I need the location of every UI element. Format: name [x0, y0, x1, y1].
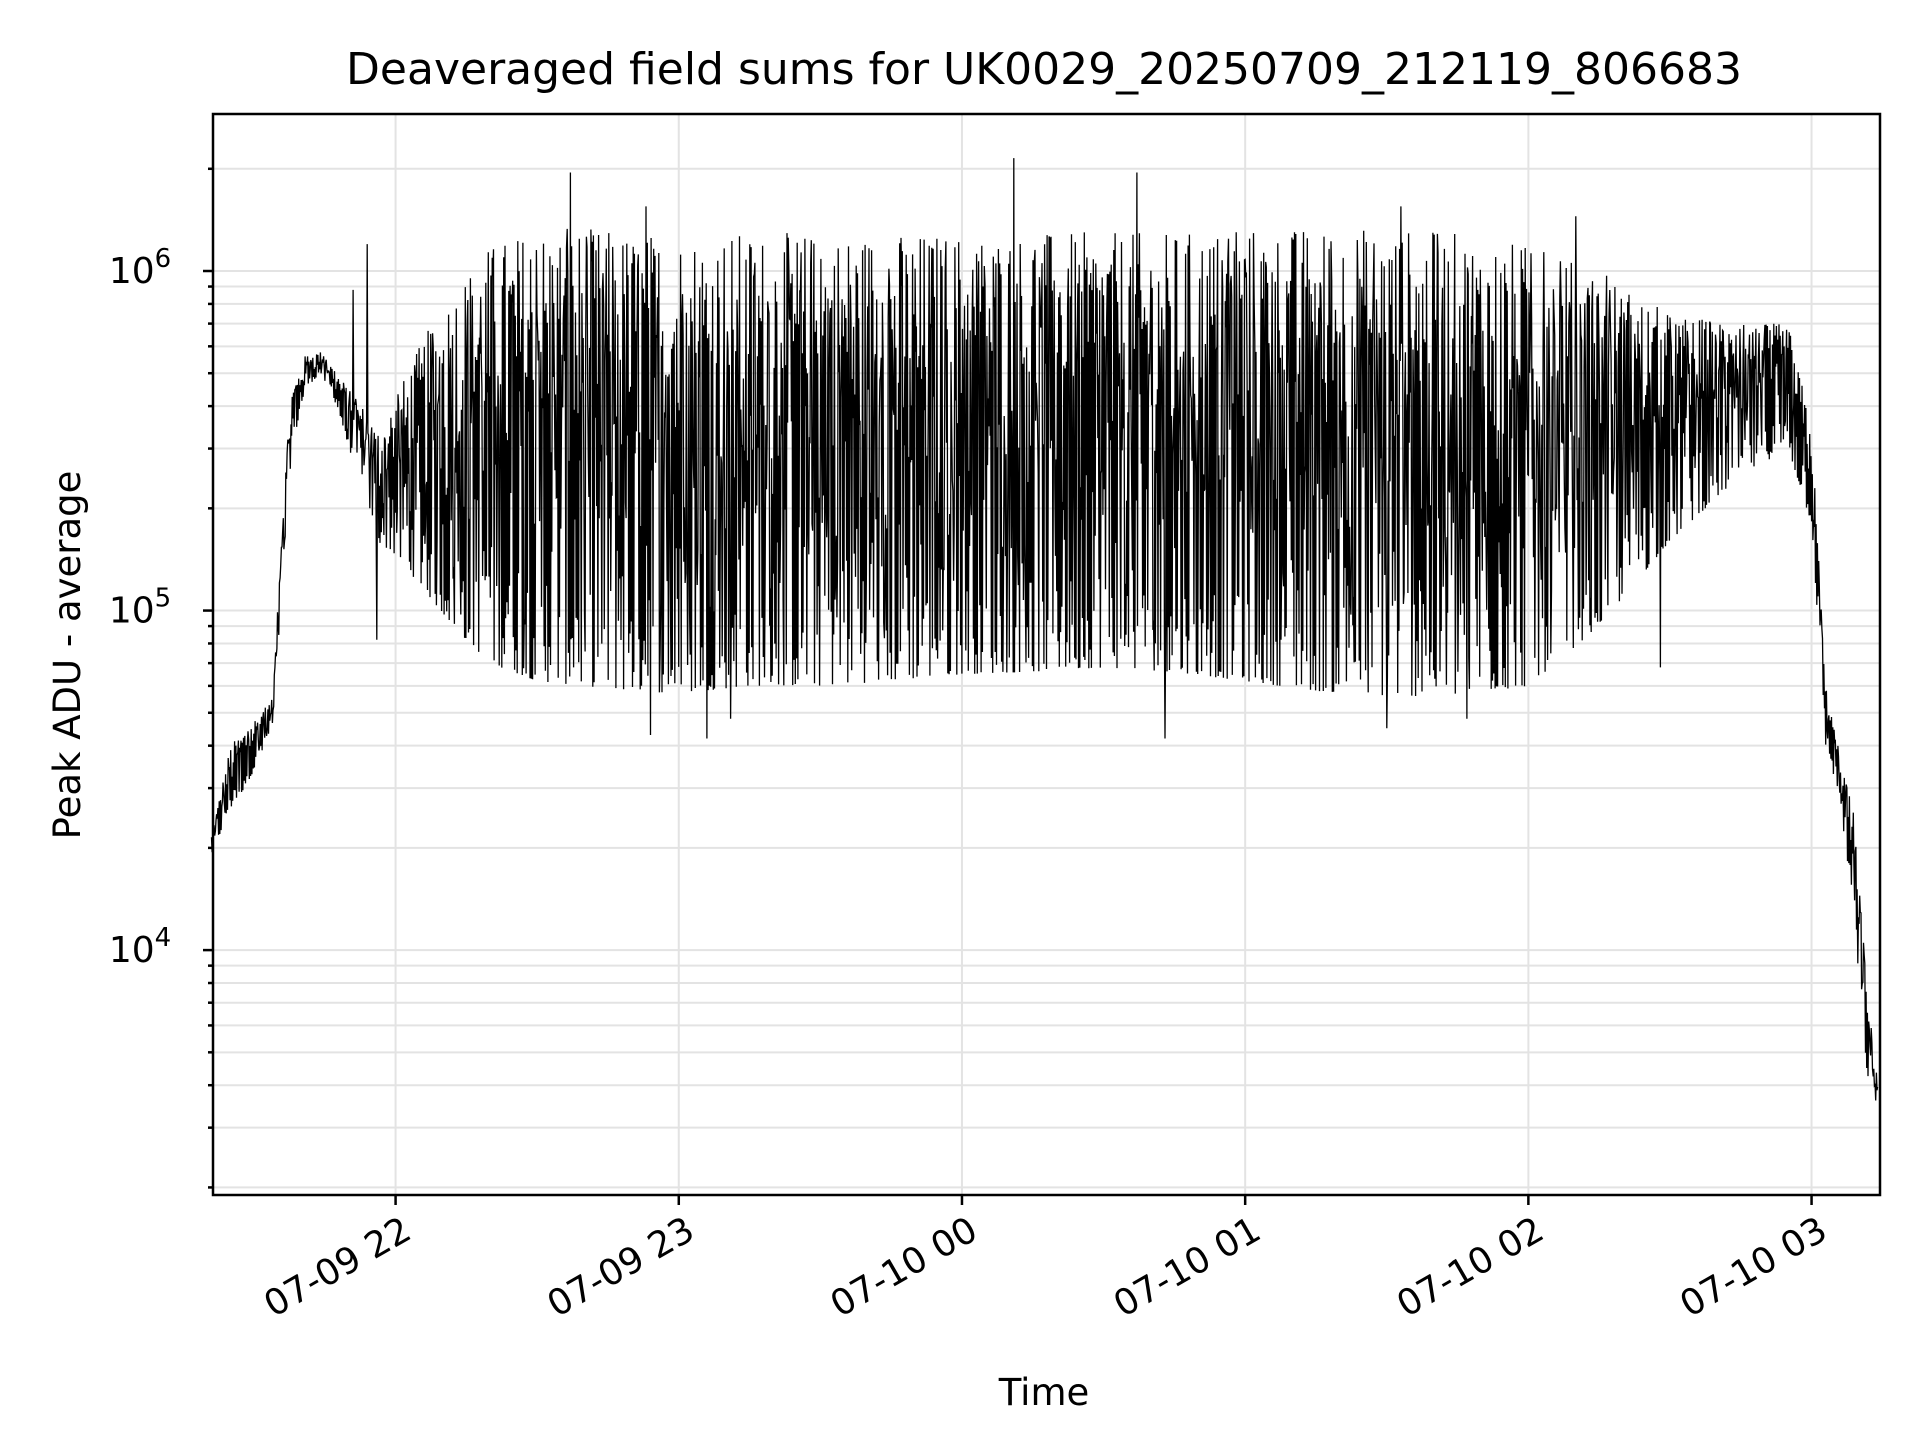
x-tick-label: 07-09 23: [541, 1209, 702, 1325]
axes-frame: [211, 112, 1882, 1197]
y-tick-label: 105: [109, 584, 171, 632]
y-tick-label: 104: [109, 923, 171, 971]
x-tick-label: 07-10 03: [1673, 1209, 1834, 1325]
x-tick-label: 07-09 22: [257, 1209, 418, 1325]
x-tick-label: 07-10 00: [824, 1209, 985, 1325]
y-tick-label: 106: [109, 244, 171, 292]
plot-area: [210, 158, 1879, 1101]
x-tick-label: 07-10 02: [1390, 1209, 1551, 1325]
y-axis: 104 105 106: [109, 167, 213, 1189]
y-axis-label: Peak ADU - average: [46, 471, 89, 840]
series-line: [210, 158, 1879, 1101]
x-tick-label: 07-10 01: [1107, 1209, 1268, 1325]
chart-title: Deaveraged field sums for UK0029_2025070…: [346, 44, 1742, 95]
x-axis-label: Time: [998, 1371, 1090, 1414]
x-axis: 07-09 22 07-09 23 07-10 00 07-10 01 07-10 02…: [257, 1195, 1834, 1326]
